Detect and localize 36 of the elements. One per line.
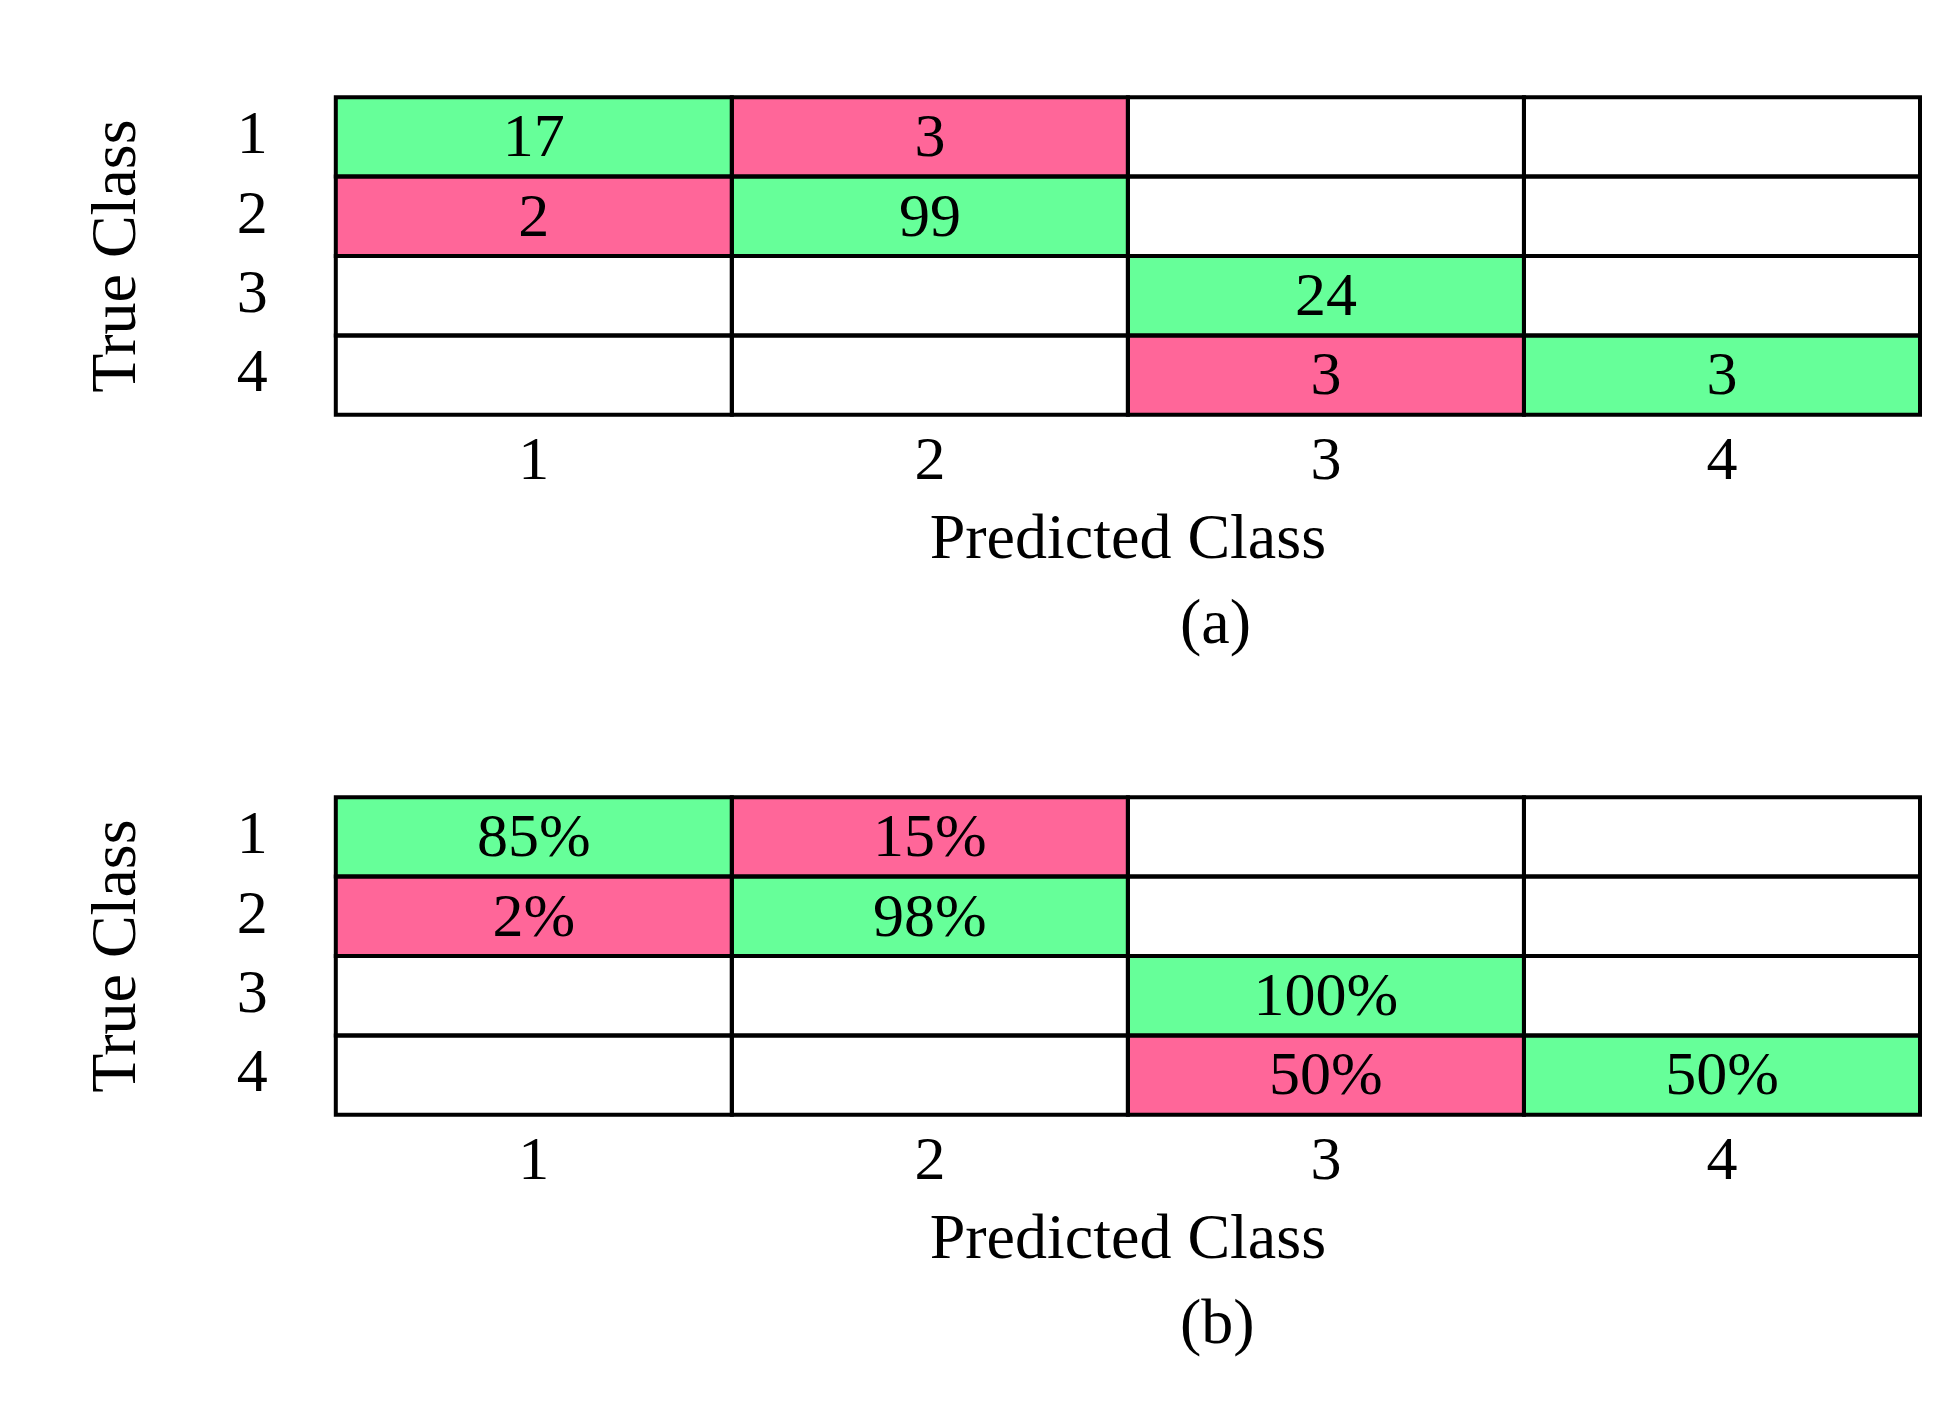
x-tick-label: 2	[914, 424, 946, 493]
data-label: 50%	[1665, 1039, 1779, 1108]
data-label: 3	[1706, 339, 1738, 408]
data-label: 24	[1294, 259, 1357, 328]
y-tick-label: 2	[236, 877, 268, 946]
data-label: 15%	[873, 801, 987, 870]
data-label: 17	[502, 101, 565, 170]
x-tick-label: 1	[518, 1124, 550, 1193]
data-label: 99	[898, 180, 961, 249]
y-tick-label: 2	[236, 177, 268, 246]
x-tick-label: 4	[1706, 1124, 1738, 1193]
y-tick-label: 4	[236, 1036, 268, 1105]
y-tick-label: 4	[236, 336, 268, 405]
y-axis-title: True Class	[78, 119, 150, 393]
data-label: 50%	[1269, 1039, 1383, 1108]
y-tick-label: 1	[236, 98, 268, 167]
y-axis-title: True Class	[78, 819, 150, 1093]
x-tick-label: 3	[1310, 1124, 1342, 1193]
x-tick-label: 1	[518, 424, 550, 493]
text: (b)	[1180, 1285, 1255, 1359]
data-label: 98%	[873, 880, 987, 949]
x-axis-title: Predicted Class	[929, 501, 1327, 573]
data-label: 100%	[1253, 959, 1399, 1028]
x-tick-label: 4	[1706, 424, 1738, 493]
data-label: 85%	[477, 801, 591, 870]
data-label: 2	[518, 180, 550, 249]
y-tick-label: 3	[236, 956, 268, 1025]
data-label: 2%	[492, 880, 576, 949]
x-tick-label: 3	[1310, 424, 1342, 493]
y-tick-label: 3	[236, 256, 268, 325]
text: (a)	[1180, 585, 1252, 659]
data-label: 3	[1310, 339, 1342, 408]
data-label: 3	[914, 101, 946, 170]
x-tick-label: 2	[914, 1124, 946, 1193]
y-tick-label: 1	[236, 798, 268, 867]
x-axis-title: Predicted Class	[929, 1201, 1327, 1273]
